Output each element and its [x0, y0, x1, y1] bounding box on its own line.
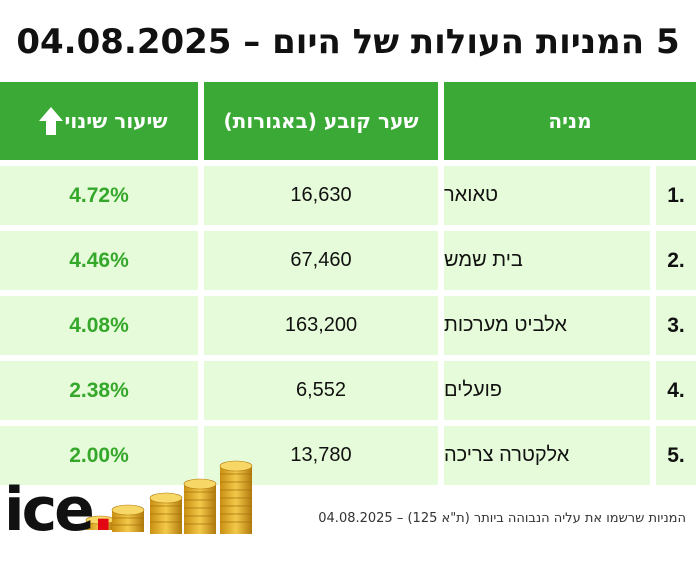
row-4-change: 2.38% [0, 361, 198, 420]
row-5-name: אלקטרה צריכה [444, 426, 650, 485]
row-2-name: בית שמש [444, 231, 650, 290]
arrow-up-icon [39, 107, 64, 135]
row-4-price: 6,552 [204, 361, 438, 420]
row-3-price: 163,200 [204, 296, 438, 355]
ice-logo: ice. [4, 480, 115, 540]
coin-stacks-illustration [85, 460, 253, 534]
logo-text: ice [4, 475, 95, 545]
row-4-name: פועלים [444, 361, 650, 420]
row-3-rank: 3. [656, 296, 696, 355]
row-1-change: 4.72% [0, 166, 198, 225]
row-3-change: 4.08% [0, 296, 198, 355]
row-5-rank: 5. [656, 426, 696, 485]
row-2-change: 4.46% [0, 231, 198, 290]
page-title: 5 המניות העולות של היום – 04.08.2025 [16, 22, 680, 62]
row-2-price: 67,460 [204, 231, 438, 290]
row-4-rank: 4. [656, 361, 696, 420]
header-price: שער קובע (באגורות) [204, 82, 438, 160]
logo-dot: . [91, 475, 115, 545]
row-5-change: 2.00% [0, 426, 198, 485]
row-1-price: 16,630 [204, 166, 438, 225]
header-stock: מניה [444, 82, 696, 160]
row-3-name: אלביט מערכות [444, 296, 650, 355]
row-2-rank: 2. [656, 231, 696, 290]
header-change-label: שיעור שינוי [64, 109, 168, 133]
header-change: שיעור שינוי [0, 82, 198, 160]
row-1-rank: 1. [656, 166, 696, 225]
footer-note: המניות שרשמו את עליה הנבוהה ביותר (ת"א 1… [318, 511, 686, 526]
row-1-name: טאואר [444, 166, 650, 225]
